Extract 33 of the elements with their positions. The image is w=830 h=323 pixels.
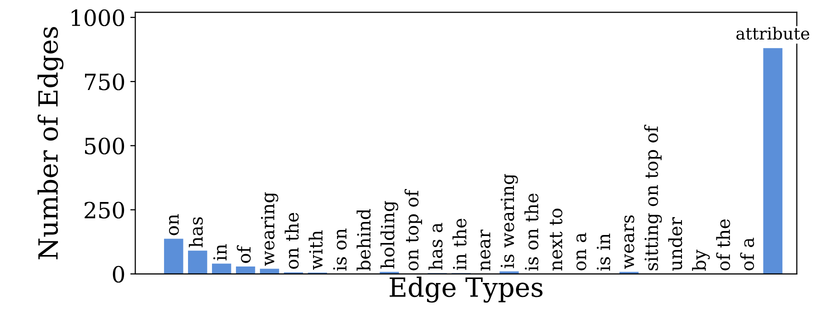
x-tick-label: is wearing xyxy=(500,174,518,268)
y-tick-label: 250 xyxy=(84,202,124,219)
x-tick-label: on xyxy=(168,214,179,236)
y-tick-label: 1000 xyxy=(72,9,124,26)
x-tick-label: is in xyxy=(596,234,610,271)
x-tick-label: of the xyxy=(716,219,730,270)
x-tick-label: behind xyxy=(356,208,371,271)
x-tick-label: of xyxy=(236,245,251,263)
x-tick-label: is on xyxy=(333,228,347,271)
y-axis-title: Number of Edges xyxy=(38,27,64,260)
x-tick-label: on the xyxy=(284,212,299,269)
x-tick-label: wearing xyxy=(260,192,278,266)
y-tick-label: 750 xyxy=(85,73,124,90)
x-tick-label: attribute xyxy=(736,26,810,40)
x-tick-label: in the xyxy=(452,218,466,270)
x-axis-title: Edge Types xyxy=(390,276,542,303)
x-tick-label: under xyxy=(668,217,682,271)
x-tick-label: of a xyxy=(740,238,754,270)
x-tick-label: has a xyxy=(428,222,443,270)
x-tick-label: with xyxy=(308,230,323,270)
x-tick-label: in xyxy=(213,244,227,260)
x-tick-label: next to xyxy=(550,208,562,271)
x-tick-label: on a xyxy=(576,232,586,270)
y-tick-label: 500 xyxy=(85,138,124,154)
x-tick-label: near xyxy=(480,230,490,271)
x-tick-label: holding xyxy=(380,200,398,269)
x-tick-label: has xyxy=(188,217,203,248)
y-tick-label: 0 xyxy=(112,266,124,283)
x-tick-label: wears xyxy=(624,215,634,269)
x-tick-label: is on the xyxy=(524,194,538,271)
x-tick-label: sitting on top of xyxy=(644,124,662,270)
x-tick-label: on top of xyxy=(404,188,422,270)
x-tick-label: by xyxy=(692,250,710,271)
